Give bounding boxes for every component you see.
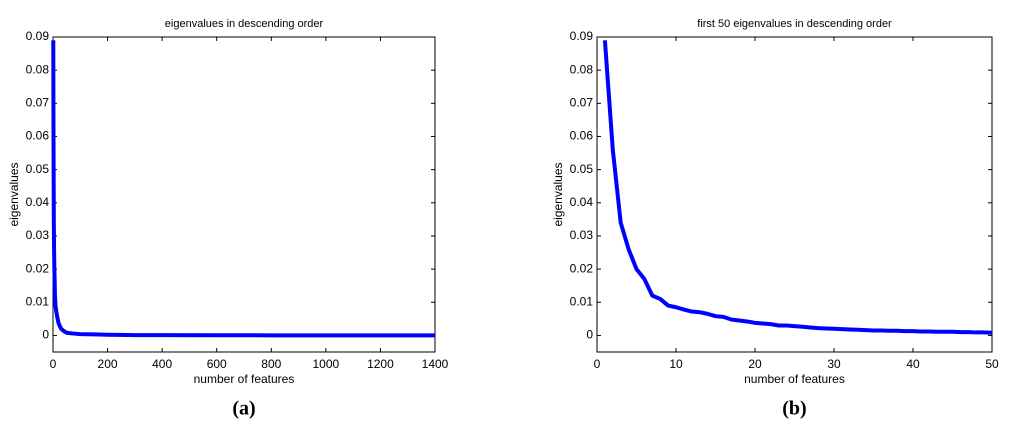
- y-tick-label: 0: [42, 328, 49, 342]
- plot-area: [52, 36, 436, 353]
- x-tick-label: 400: [152, 357, 172, 371]
- x-tick-label: 1200: [367, 357, 394, 371]
- y-tick-label: 0.02: [26, 261, 50, 275]
- x-tick-label: 600: [207, 357, 227, 371]
- y-tick-label: 0: [586, 328, 593, 342]
- y-tick-label: 0.02: [570, 261, 594, 275]
- y-tick-label: 0.03: [26, 228, 50, 242]
- x-tick-label: 30: [827, 357, 841, 371]
- caption: (a): [232, 398, 255, 420]
- y-tick-label: 0.04: [26, 195, 50, 209]
- x-tick-label: 40: [906, 357, 920, 371]
- y-tick-label: 0.07: [26, 95, 50, 109]
- y-tick-label: 0.01: [570, 294, 594, 308]
- y-axis-label: eigenvalues: [7, 162, 21, 226]
- y-tick-label: 0.08: [26, 62, 50, 76]
- chart-title: first 50 eigenvalues in descending order: [697, 18, 892, 30]
- x-tick-label: 200: [98, 357, 118, 371]
- x-axis-label: number of features: [194, 372, 295, 386]
- y-axis-label: eigenvalues: [551, 162, 565, 226]
- y-tick-label: 0.08: [570, 62, 594, 76]
- y-tick-label: 0.03: [570, 228, 594, 242]
- caption: (b): [782, 398, 806, 420]
- x-tick-label: 0: [50, 357, 57, 371]
- data-line: [602, 40, 993, 335]
- x-tick-label: 10: [669, 357, 683, 371]
- y-tick-label: 0.01: [26, 294, 50, 308]
- data-line: [51, 40, 436, 338]
- x-tick-label: 1400: [422, 357, 449, 371]
- y-tick-label: 0.09: [26, 29, 50, 43]
- y-tick-label: 0.05: [26, 162, 50, 176]
- x-axis-label: number of features: [744, 372, 845, 386]
- y-tick-label: 0.05: [570, 162, 594, 176]
- y-tick-label: 0.07: [570, 95, 594, 109]
- y-tick-label: 0.06: [570, 129, 594, 143]
- chart-title: eigenvalues in descending order: [165, 18, 324, 30]
- y-tick-label: 0.09: [570, 29, 594, 43]
- x-tick-label: 20: [748, 357, 762, 371]
- y-tick-label: 0.04: [570, 195, 594, 209]
- y-tick-label: 0.06: [26, 129, 50, 143]
- x-tick-label: 800: [261, 357, 281, 371]
- plot-area: [596, 36, 993, 353]
- x-tick-label: 1000: [313, 357, 340, 371]
- x-tick-label: 0: [594, 357, 601, 371]
- x-tick-label: 50: [985, 357, 999, 371]
